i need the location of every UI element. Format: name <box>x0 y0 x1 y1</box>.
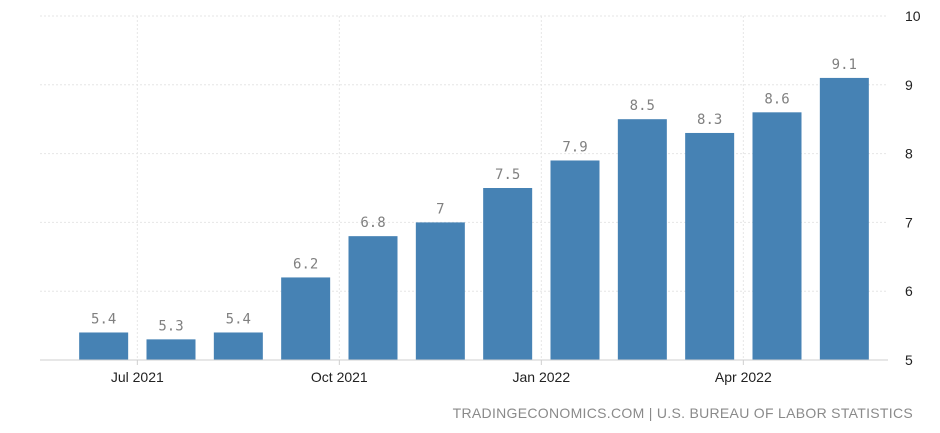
y-tick-label: 10 <box>905 8 921 24</box>
source-credit: TRADINGECONOMICS.COM | U.S. BUREAU OF LA… <box>452 405 913 421</box>
y-axis: 5 6 7 8 9 10 <box>905 8 921 368</box>
bar <box>415 222 465 360</box>
y-tick-label: 8 <box>905 146 913 162</box>
x-tick-label: Jan 2022 <box>513 369 571 385</box>
bar <box>819 77 869 361</box>
bar <box>685 132 735 360</box>
data-label: 8.3 <box>697 112 722 128</box>
y-tick-label: 7 <box>905 214 913 230</box>
data-label: 6.8 <box>360 215 385 231</box>
data-label: 7.9 <box>562 139 587 155</box>
x-tick-label: Jul 2021 <box>111 369 164 385</box>
data-label: 5.4 <box>91 311 116 327</box>
data-label: 9.1 <box>832 57 857 73</box>
data-label: 8.5 <box>630 98 655 114</box>
bar <box>79 332 129 360</box>
x-axis: Jul 2021 Oct 2021 Jan 2022 Apr 2022 <box>40 359 888 385</box>
bar <box>146 339 196 360</box>
data-label: 5.4 <box>226 311 251 327</box>
data-label: 7 <box>436 201 444 217</box>
data-label: 7.5 <box>495 167 520 183</box>
bars <box>79 77 869 361</box>
bar <box>348 236 398 360</box>
bar <box>550 160 600 360</box>
bar <box>281 277 331 360</box>
x-tick-label: Oct 2021 <box>311 369 368 385</box>
bar <box>483 188 533 360</box>
data-label: 6.2 <box>293 256 318 272</box>
bar <box>213 332 263 360</box>
data-label: 5.3 <box>158 318 183 334</box>
bar <box>752 112 802 360</box>
y-tick-label: 6 <box>905 283 913 299</box>
bar <box>617 119 667 360</box>
y-tick-label: 9 <box>905 77 913 93</box>
value-labels: 5.4 5.3 5.4 6.2 6.8 7 7.5 7.9 8.5 8.3 8.6 9.1 <box>91 57 857 334</box>
data-label: 8.6 <box>764 91 789 107</box>
x-tick-label: Apr 2022 <box>715 369 772 385</box>
y-tick-label: 5 <box>905 352 913 368</box>
